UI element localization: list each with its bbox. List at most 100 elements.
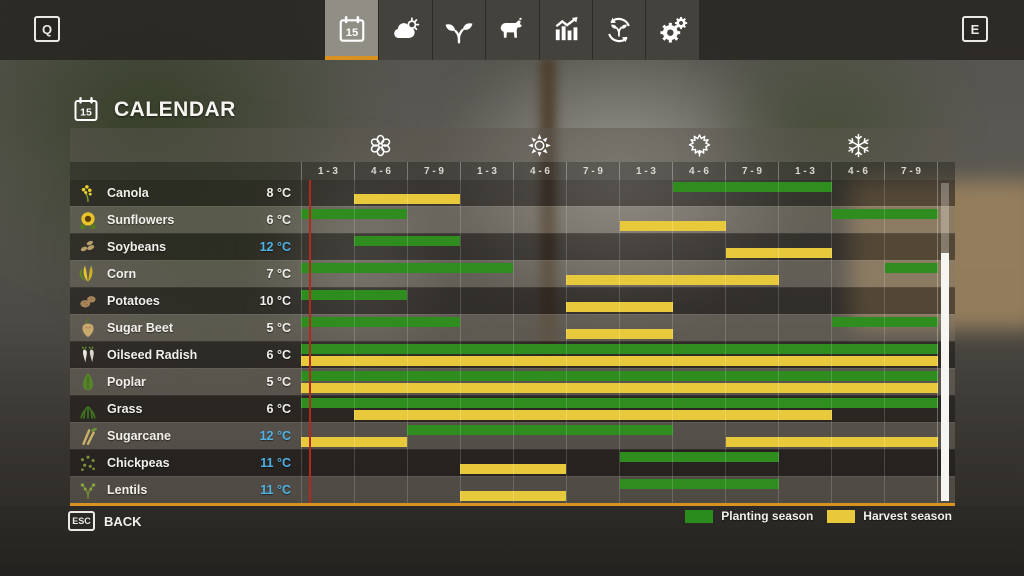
- period-label: 7 - 9: [407, 162, 460, 180]
- current-date-line: [308, 180, 311, 503]
- period-label: 4 - 6: [831, 162, 884, 180]
- tab-animals[interactable]: [485, 0, 539, 60]
- esc-key: ESC: [68, 511, 95, 531]
- legend-swatch: [685, 509, 714, 523]
- crop-row-sugar-beet[interactable]: Sugar Beet 5 °C: [70, 314, 955, 341]
- crop-name: Sunflowers: [107, 213, 175, 227]
- legend-item: Planting season: [685, 509, 813, 523]
- harvest-bar: [301, 437, 408, 447]
- planting-bar: [301, 344, 938, 354]
- crop-name: Sugarcane: [107, 429, 171, 443]
- planting-bar: [407, 425, 673, 435]
- crop-row-potatoes[interactable]: Potatoes 10 °C: [70, 287, 955, 314]
- sun-icon: [526, 132, 553, 159]
- svg-text:15: 15: [80, 107, 92, 119]
- tab-statistics[interactable]: [538, 0, 592, 60]
- crop-season-bars: [301, 369, 938, 395]
- planting-bar: [301, 398, 938, 408]
- sugarcane-icon: [78, 426, 98, 446]
- planting-bar: [301, 290, 408, 300]
- crop-row-oilseed-radish[interactable]: Oilseed Radish 6 °C: [70, 341, 955, 368]
- soybeans-icon: [78, 237, 98, 257]
- season-winter-header: [779, 128, 938, 162]
- snowflake-icon: [845, 132, 872, 159]
- tab-weather[interactable]: [378, 0, 432, 60]
- crop-row-chickpeas[interactable]: Chickpeas 11 °C: [70, 449, 955, 476]
- planting-bar: [301, 209, 408, 219]
- potatoes-icon: [78, 291, 98, 311]
- crop-row-soybeans[interactable]: Soybeans 12 °C: [70, 233, 955, 260]
- planting-bar: [301, 317, 461, 327]
- period-label: 7 - 9: [566, 162, 619, 180]
- maple-leaf-icon: [686, 132, 713, 159]
- crop-season-bars: [301, 234, 938, 260]
- crop-name-cell: Oilseed Radish 6 °C: [70, 342, 301, 368]
- crop-name-cell: Potatoes 10 °C: [70, 288, 301, 314]
- plant-icon: [444, 15, 474, 45]
- crop-germination-temperature: 6 °C: [266, 348, 291, 362]
- season-spring-header: [301, 128, 460, 162]
- period-label: 4 - 6: [672, 162, 725, 180]
- season-header: [70, 128, 955, 162]
- harvest-bar: [354, 410, 832, 420]
- calendar-icon: 15: [337, 15, 367, 45]
- crop-row-lentils[interactable]: Lentils 11 °C: [70, 476, 955, 503]
- period-label: 4 - 6: [354, 162, 407, 180]
- harvest-bar: [566, 275, 779, 285]
- planting-bar: [831, 209, 938, 219]
- crop-name-cell: Grass 6 °C: [70, 396, 301, 422]
- hotkey-q[interactable]: Q: [34, 16, 60, 42]
- crop-name: Sugar Beet: [107, 321, 173, 335]
- menu-tabs: 15: [325, 0, 699, 60]
- crop-name: Soybeans: [107, 240, 167, 254]
- crop-row-grass[interactable]: Grass 6 °C: [70, 395, 955, 422]
- crop-row-corn[interactable]: Corn 7 °C: [70, 260, 955, 287]
- season-summer-header: [460, 128, 619, 162]
- planting-bar: [301, 263, 514, 273]
- harvest-bar: [566, 329, 673, 339]
- page-header: 15 CALENDAR: [72, 96, 236, 124]
- calendar-icon: 15: [72, 96, 100, 124]
- crop-row-sugarcane[interactable]: Sugarcane 12 °C: [70, 422, 955, 449]
- crop-row-sunflowers[interactable]: Sunflowers 6 °C: [70, 206, 955, 233]
- period-label: 1 - 3: [778, 162, 831, 180]
- tab-crops[interactable]: [431, 0, 486, 60]
- crop-germination-temperature: 11 °C: [260, 456, 291, 470]
- crop-row-canola[interactable]: Canola 8 °C: [70, 180, 955, 206]
- crop-germination-temperature: 8 °C: [266, 186, 291, 200]
- crop-germination-temperature: 12 °C: [259, 429, 291, 443]
- period-label: 1 - 3: [619, 162, 672, 180]
- grass-icon: [78, 399, 98, 419]
- scrollbar-thumb[interactable]: [941, 252, 949, 501]
- chickpeas-icon: [78, 453, 98, 473]
- hotkey-e[interactable]: E: [962, 16, 988, 42]
- crop-name-cell: Lentils 11 °C: [70, 477, 301, 503]
- crop-name: Lentils: [107, 483, 148, 497]
- crop-season-bars: [301, 450, 938, 476]
- crop-name-cell: Canola 8 °C: [70, 180, 301, 206]
- tab-settings[interactable]: [645, 0, 699, 60]
- tab-calendar[interactable]: 15: [325, 0, 379, 60]
- gears-icon: [658, 15, 688, 45]
- tab-crop-rotation[interactable]: [591, 0, 646, 60]
- scrollbar[interactable]: [941, 183, 949, 501]
- active-tab-underline: [325, 56, 379, 60]
- oilseed-radish-icon: [78, 345, 98, 365]
- weather-icon: [391, 15, 421, 45]
- top-bar: Q 15 E: [0, 0, 1024, 60]
- period-label: 4 - 6: [513, 162, 566, 180]
- crop-season-bars: [301, 207, 938, 233]
- period-label: 1 - 3: [460, 162, 513, 180]
- sunflower-icon: [78, 210, 98, 230]
- crop-name: Potatoes: [107, 294, 160, 308]
- crop-row-poplar[interactable]: Poplar 5 °C: [70, 368, 955, 395]
- flower-icon: [367, 132, 394, 159]
- planting-bar: [301, 371, 938, 381]
- crop-name-cell: Sugar Beet 5 °C: [70, 315, 301, 341]
- back-button[interactable]: ESC BACK: [68, 511, 142, 531]
- crop-season-bars: [301, 180, 938, 206]
- harvest-bar: [301, 356, 938, 366]
